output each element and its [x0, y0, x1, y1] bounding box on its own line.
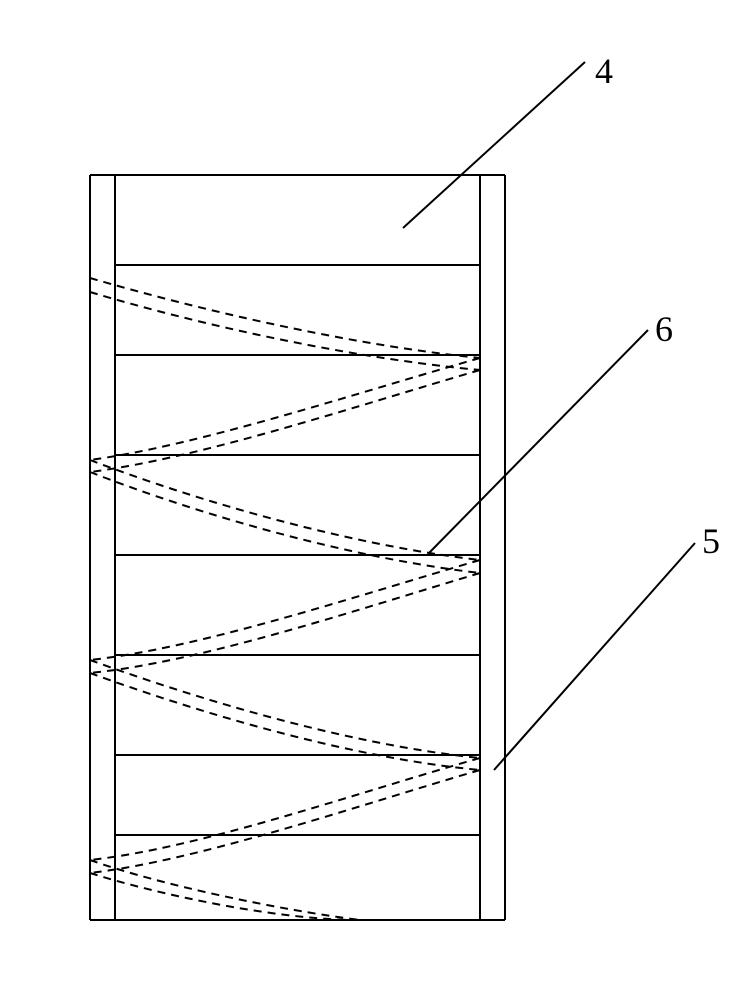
callout-label-6: 6: [655, 308, 673, 350]
diagram-svg: [0, 0, 752, 1000]
callout-label-5: 5: [702, 520, 720, 562]
callout-label-4: 4: [595, 50, 613, 92]
technical-diagram: [0, 0, 752, 1000]
